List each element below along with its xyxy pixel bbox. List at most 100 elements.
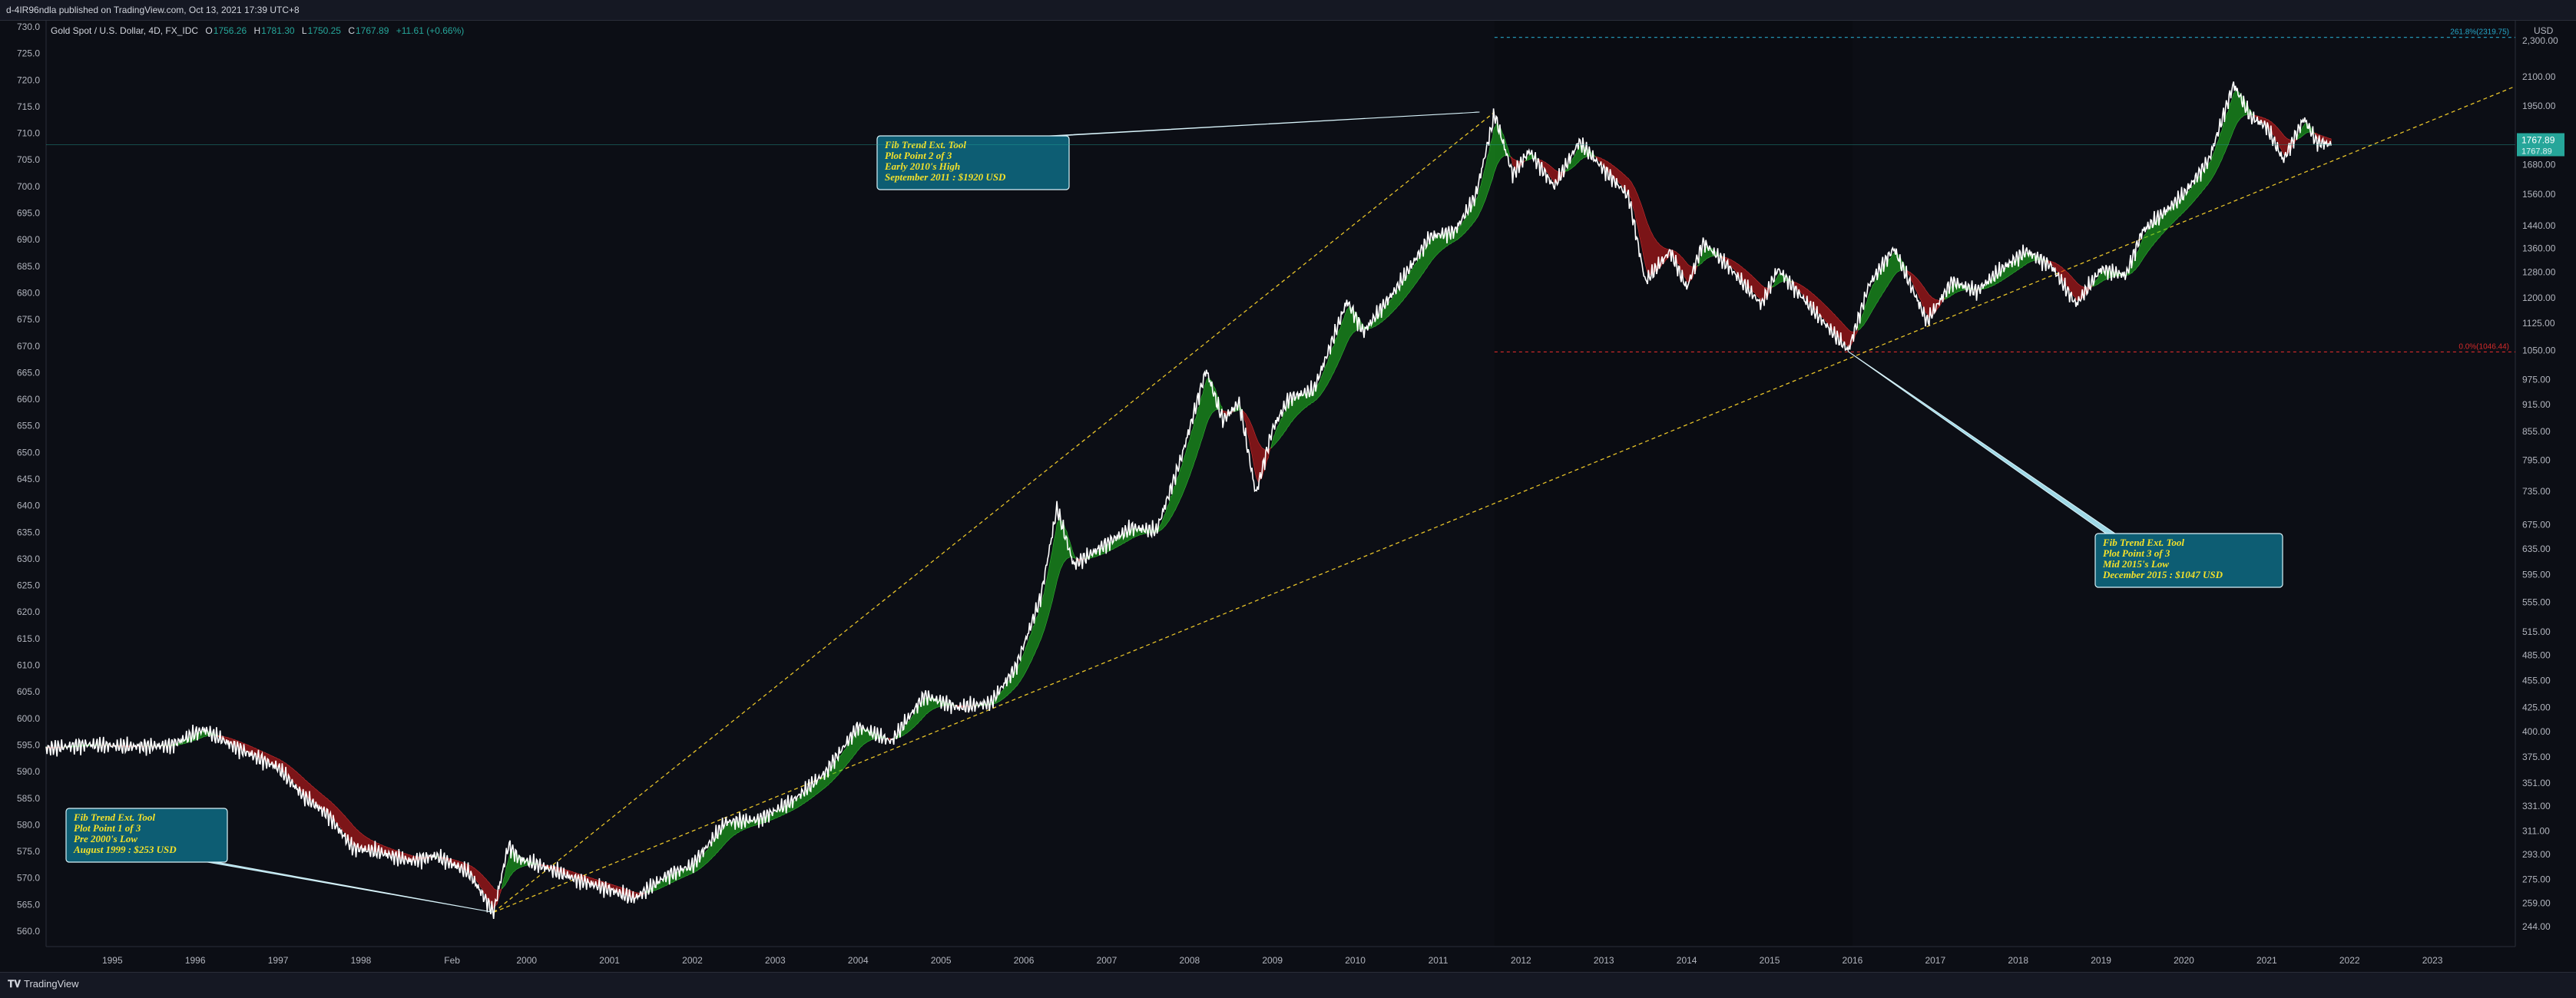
time-axis-tick-label: 2020 — [2174, 955, 2194, 966]
callout-text-line: Plot Point 3 of 3 — [2103, 547, 2170, 559]
time-axis-tick-label: 2001 — [599, 955, 620, 966]
right-axis-tick-label: 515.00 — [2522, 626, 2551, 637]
right-axis-tick-label: 1125.00 — [2522, 318, 2555, 329]
symbol-legend: Gold Spot / U.S. Dollar, 4D, FX_IDC O175… — [51, 25, 469, 36]
brand-name: TradingView — [24, 978, 79, 990]
callout-text-line: Fib Trend Ext. Tool — [73, 811, 155, 823]
right-axis-tick-label: 595.00 — [2522, 570, 2551, 580]
callout-text-line: Mid 2015's Low — [2102, 558, 2169, 570]
right-axis-tick-label: 915.00 — [2522, 399, 2551, 410]
time-axis-tick-label: 2017 — [1925, 955, 1945, 966]
time-axis-tick-label: 2005 — [931, 955, 952, 966]
left-axis-tick-label: 725.0 — [17, 48, 40, 59]
callout-text-line: December 2015 : $1047 USD — [2102, 569, 2223, 580]
right-axis-tick-label: 855.00 — [2522, 426, 2551, 437]
left-axis-tick-label: 635.0 — [17, 527, 40, 537]
left-axis-tick-label: 660.0 — [17, 394, 40, 405]
left-axis-tick-label: 705.0 — [17, 154, 40, 165]
right-axis-tick-label: 1680.00 — [2522, 160, 2556, 170]
tradingview-logo-icon: 𝐓𝐕 — [8, 979, 21, 990]
right-axis-tick-label: 331.00 — [2522, 801, 2551, 811]
right-axis-tick-label: 795.00 — [2522, 455, 2551, 466]
callout-text-line: August 1999 : $253 USD — [73, 844, 177, 855]
right-axis-tick-label: 2100.00 — [2522, 71, 2556, 82]
time-axis-tick-label: 1995 — [102, 955, 123, 966]
callout-text-line: September 2011 : $1920 USD — [885, 171, 1006, 183]
callout-text-line: Plot Point 1 of 3 — [74, 822, 141, 834]
time-axis-tick-label: 2018 — [2008, 955, 2028, 966]
left-axis-tick-label: 575.0 — [17, 846, 40, 857]
left-axis-tick-label: 665.0 — [17, 367, 40, 378]
callout-text-line: Early 2010's High — [884, 160, 960, 172]
left-axis-tick-label: 645.0 — [17, 474, 40, 484]
left-axis-tick-label: 655.0 — [17, 421, 40, 431]
time-axis-tick-label: 2022 — [2339, 955, 2360, 966]
fib-level-label: 261.8%(2319.75) — [2450, 28, 2509, 37]
right-axis-tick-label: 375.00 — [2522, 752, 2551, 762]
price-chart[interactable]: 730.0 725.0 720.0 715.0 710.0 705.0 700.0 695.0… — [0, 21, 2576, 972]
callout-text-line: Fib Trend Ext. Tool — [2102, 537, 2184, 548]
left-axis-tick-label: 710.0 — [17, 128, 40, 139]
time-axis-tick-label: 2015 — [1760, 955, 1780, 966]
left-axis-tick-label: 690.0 — [17, 234, 40, 245]
left-axis-tick-label: 565.0 — [17, 899, 40, 910]
time-axis-tick-label: 2021 — [2256, 955, 2277, 966]
open-value: 1756.26 — [214, 25, 247, 36]
left-axis-tick-label: 670.0 — [17, 341, 40, 352]
left-axis-tick-label: 700.0 — [17, 181, 40, 192]
right-axis-tick-label: 675.00 — [2522, 520, 2551, 530]
close-value: 1767.89 — [356, 25, 389, 36]
left-axis-tick-label: 585.0 — [17, 793, 40, 804]
left-axis-tick-label: 560.0 — [17, 926, 40, 937]
time-axis-tick-label: 2004 — [848, 955, 869, 966]
right-axis-tick-label: 1200.00 — [2522, 292, 2556, 303]
right-axis-tick-label: 293.00 — [2522, 849, 2551, 860]
right-axis-tick-label: 1050.00 — [2522, 345, 2556, 355]
symbol-text: Gold Spot / U.S. Dollar, 4D, FX_IDC — [51, 25, 198, 36]
left-axis-tick-label: 610.0 — [17, 660, 40, 671]
callout-text-line: Pre 2000's Low — [74, 833, 137, 844]
publisher-bar: d-4IR96ndla published on TradingView.com… — [0, 0, 2576, 21]
left-axis-tick-label: 680.0 — [17, 287, 40, 298]
left-axis-tick-label: 675.0 — [17, 314, 40, 325]
time-axis-tick-label: 1998 — [351, 955, 372, 966]
time-axis-tick-label: 2012 — [1511, 955, 1531, 966]
left-axis-tick-label: 620.0 — [17, 606, 40, 617]
time-axis-tick-label: 2009 — [1262, 955, 1283, 966]
time-axis-tick-label: 2008 — [1179, 955, 1200, 966]
left-axis-tick-label: 695.0 — [17, 208, 40, 219]
left-axis-tick-label: 590.0 — [17, 766, 40, 777]
fib-level-label: 0.0%(1046.44) — [2458, 342, 2509, 351]
time-axis-tick-label: 2006 — [1014, 955, 1035, 966]
low-value: 1750.25 — [308, 25, 341, 36]
current-price-text: 1767.89 — [2521, 134, 2555, 145]
time-axis-tick-label: 1997 — [268, 955, 289, 966]
right-axis-tick-label: 1950.00 — [2522, 101, 2556, 111]
right-axis-tick-label: 1440.00 — [2522, 220, 2556, 231]
publisher-text: d-4IR96ndla published on TradingView.com… — [6, 0, 300, 20]
callout-text-line: Plot Point 2 of 3 — [885, 150, 952, 161]
left-axis-tick-label: 600.0 — [17, 713, 40, 724]
time-axis-tick-label: 2019 — [2091, 955, 2111, 966]
right-axis-tick-label: 259.00 — [2522, 897, 2551, 908]
time-axis-tick-label: 2011 — [1429, 955, 1449, 966]
left-axis-tick-label: 595.0 — [17, 739, 40, 750]
time-axis-tick-label: 2007 — [1097, 955, 1117, 966]
left-axis-tick-label: 715.0 — [17, 101, 40, 112]
right-axis-tick-label: 1280.00 — [2522, 267, 2556, 278]
right-axis-tick-label: 635.00 — [2522, 544, 2551, 554]
axis-unit-label: USD — [2534, 25, 2554, 36]
time-axis-tick-label: Feb — [444, 955, 460, 966]
change-value: +11.61 (+0.66%) — [396, 25, 465, 36]
left-axis-tick-label: 630.0 — [17, 554, 40, 564]
right-axis-tick-label: 351.00 — [2522, 778, 2551, 788]
time-axis-tick-label: 2014 — [1677, 955, 1697, 966]
time-axis-tick-label: 2000 — [516, 955, 537, 966]
right-axis-tick-label: 975.00 — [2522, 375, 2551, 385]
left-axis-tick-label: 730.0 — [17, 21, 40, 32]
time-axis-tick-label: 2003 — [765, 955, 786, 966]
left-axis-tick-label: 615.0 — [17, 633, 40, 644]
left-axis-tick-label: 720.0 — [17, 74, 40, 85]
